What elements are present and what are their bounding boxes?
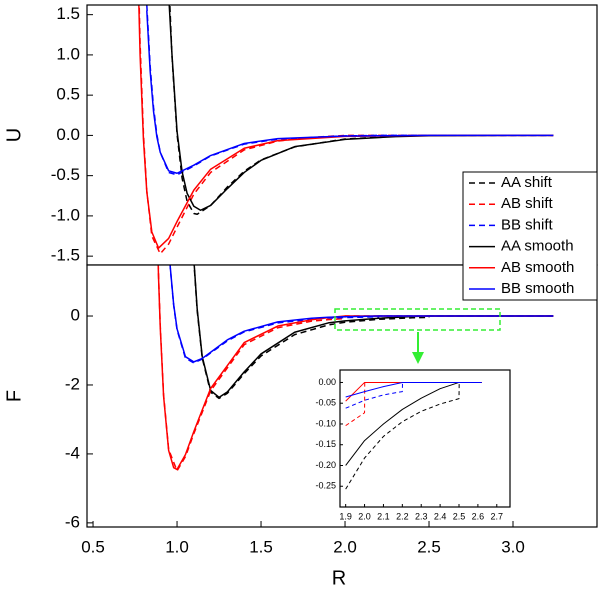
y-tick-label: 0.00 xyxy=(318,377,336,387)
x-tick-label: 2.6 xyxy=(472,511,485,521)
inset: 0.00 -0.05 -0.10 -0.15 -0.20 -0.25 1.9 2.0 2.1 2.… xyxy=(315,369,511,521)
x-tick-label: 0.5 xyxy=(81,537,105,556)
legend-label: BB shift xyxy=(501,216,554,233)
y-tick-label: 0.5 xyxy=(56,85,80,104)
series-line xyxy=(345,381,482,427)
legend-label: AB shift xyxy=(501,195,554,212)
y-tick-label: -6 xyxy=(65,512,80,531)
x-tick-label: 2.2 xyxy=(396,511,409,521)
series-line xyxy=(345,381,482,398)
panel: 0.00 -0.05 -0.10 -0.15 -0.20 -0.25 1.9 2.0 2.1 2.… xyxy=(315,369,511,521)
x-tick-label: 3.0 xyxy=(501,537,525,556)
series-group xyxy=(345,381,482,490)
y-tick-label: 0.0 xyxy=(56,125,80,144)
series-line xyxy=(146,10,554,174)
x-tick-label: 2.4 xyxy=(434,511,447,521)
plots: 1.51.00.50.0-0.5-1.0-1.5U0-2-4-60.5 1.0 1.… xyxy=(3,4,598,589)
x-tick-label: 2.1 xyxy=(377,511,390,521)
series-line xyxy=(169,265,554,363)
legend-label: BB smooth xyxy=(501,280,574,297)
zoom-region xyxy=(334,308,501,331)
x-tick-label: 2.7 xyxy=(491,511,504,521)
legend-label: AA shift xyxy=(501,174,553,191)
legend-label: AA smooth xyxy=(501,238,574,255)
series-line xyxy=(157,265,554,472)
y-tick-label: -0.15 xyxy=(315,439,336,449)
y-tick-label: -0.5 xyxy=(51,165,80,184)
y-axis-label: U xyxy=(3,128,25,142)
y-tick-label: 1.5 xyxy=(56,4,80,23)
y-tick-label: -0.05 xyxy=(315,398,336,408)
y-axis-label: F xyxy=(3,390,25,402)
y-tick-label: -0.25 xyxy=(315,481,336,491)
y-tick-label: -0.20 xyxy=(315,460,336,470)
plot-area xyxy=(340,370,510,507)
y-tick-label: -0.10 xyxy=(315,418,336,428)
legend-label: AB smooth xyxy=(501,259,574,276)
y-tick-label: 0 xyxy=(71,306,80,325)
zoom-arrow-head xyxy=(412,352,424,364)
legend-box xyxy=(462,171,598,301)
legend: AA shift AB shift BB shift AA smooth AB smoo… xyxy=(462,171,598,301)
series-line xyxy=(157,265,554,471)
x-tick-label: 1.5 xyxy=(249,537,273,556)
x-tick-label: 2.3 xyxy=(415,511,428,521)
series-line xyxy=(345,381,482,466)
x-tick-label: 2.5 xyxy=(417,537,441,556)
y-tick-label: 1.0 xyxy=(56,44,80,63)
y-tick-label: -2 xyxy=(65,374,80,393)
plot-frame xyxy=(86,264,598,528)
plot-frame xyxy=(339,369,511,508)
series-line xyxy=(345,381,482,409)
x-tick-label: 1.0 xyxy=(165,537,189,556)
series-line xyxy=(345,381,482,490)
series-group xyxy=(138,5,554,255)
y-tick-label: -1.0 xyxy=(51,205,80,224)
x-tick-label: 2.5 xyxy=(453,511,466,521)
y-tick-label: -4 xyxy=(65,443,80,462)
x-tick-label: 2.0 xyxy=(358,511,371,521)
x-tick-label: 2.0 xyxy=(333,537,357,556)
x-axis-label: R xyxy=(332,567,346,589)
series-group xyxy=(157,265,554,472)
x-tick-label: 1.9 xyxy=(339,511,352,521)
y-tick-label: -1.5 xyxy=(51,246,80,265)
